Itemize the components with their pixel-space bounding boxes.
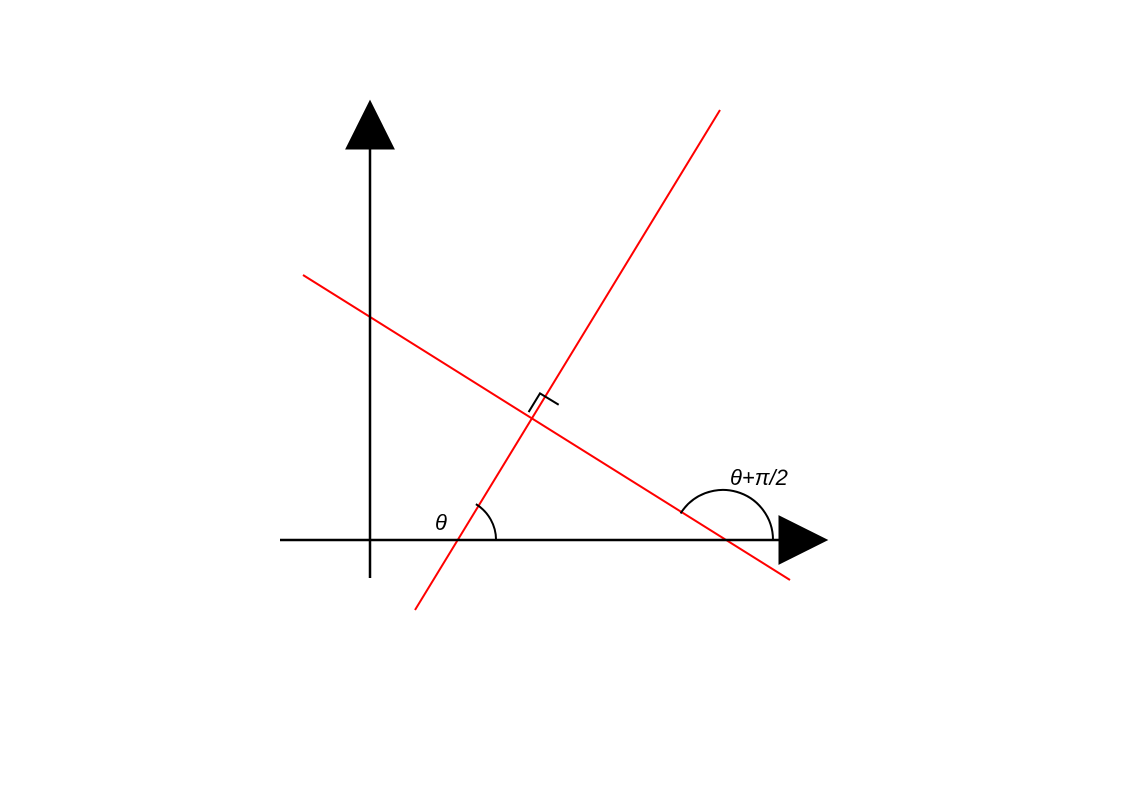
perpendicular-lines-diagram: θ θ+π/2 xyxy=(0,0,1123,794)
label-theta-plus: θ+π/2 xyxy=(730,465,788,490)
line-theta-plus-pi-over-2 xyxy=(303,275,790,580)
angle-arc-theta-plus xyxy=(681,490,773,540)
line-theta xyxy=(415,110,720,610)
angle-arc-theta xyxy=(476,504,496,540)
label-theta: θ xyxy=(435,510,447,535)
right-angle-marker xyxy=(529,393,559,412)
